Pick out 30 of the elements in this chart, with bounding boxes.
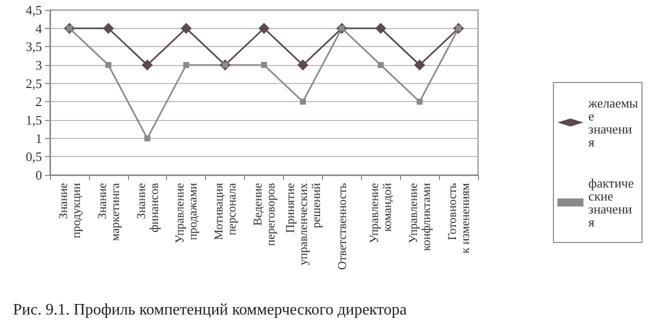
x-tick-label: Управление командой: [367, 182, 394, 244]
y-tick-label: 4: [36, 20, 42, 36]
point: [375, 22, 386, 34]
point: [416, 98, 423, 105]
x-tick-label: Ответственность: [334, 182, 349, 270]
y-tick-label: 4,5: [26, 2, 42, 18]
point: [105, 62, 112, 68]
point: [102, 22, 114, 34]
y-tick-label: 3,5: [26, 39, 42, 54]
y-tick-label: 0,5: [26, 149, 42, 164]
y-tick-label: 1,5: [26, 112, 42, 128]
point: [144, 135, 150, 142]
point: [142, 60, 153, 70]
y-tick-label: 2,5: [26, 76, 42, 91]
y-tick-label: 1: [36, 130, 42, 146]
point: [261, 62, 267, 68]
y-tick-label: 0: [36, 168, 42, 182]
point: [414, 60, 426, 70]
y-tick-label: 2: [36, 94, 42, 110]
y-tick-label: 3: [36, 58, 42, 72]
point: [183, 62, 190, 68]
point: [300, 98, 306, 105]
point: [297, 60, 308, 70]
text: Рис. 9.1. Профиль компетенций коммерческого директора: [13, 302, 407, 318]
legend-label: фактические значения: [588, 176, 634, 230]
legend-label: желаемые значения: [587, 96, 638, 150]
point: [378, 62, 384, 68]
x-tick-label: Знание продукции: [56, 182, 83, 238]
point: [180, 22, 192, 34]
point: [258, 22, 270, 34]
